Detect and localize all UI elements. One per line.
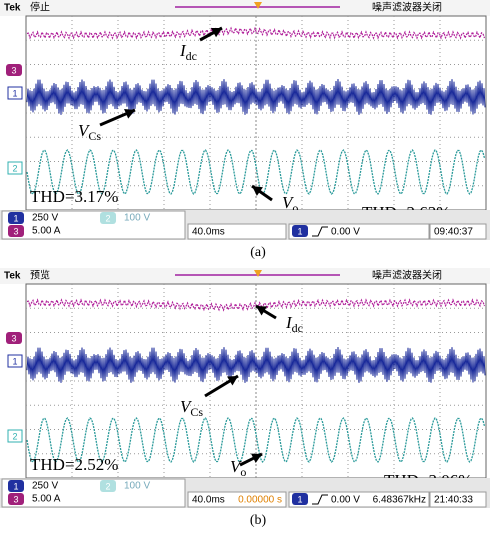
scale-box	[2, 479, 185, 507]
thd-left: THD=2.52%	[30, 455, 118, 474]
channel-number: 1	[13, 481, 18, 491]
ch2-scale: 100 V	[124, 481, 150, 492]
channel-number: 2	[105, 481, 110, 491]
vo-label-sub: o	[240, 465, 246, 479]
thd-left: THD=3.17%	[30, 187, 118, 206]
filter-status: 噪声滤波器关闭	[372, 1, 442, 14]
scale-box	[2, 211, 185, 239]
filter-status: 噪声滤波器关闭	[372, 269, 442, 282]
ch1-marker-text: 1	[12, 356, 17, 366]
clock: 09:40:37	[434, 227, 473, 238]
ch3-scale: 5.00 A	[32, 494, 61, 505]
idc-label-sub: dc	[292, 321, 303, 335]
timebase: 40.0ms	[192, 227, 225, 238]
vcs-label-sub: Cs	[88, 129, 101, 143]
clock: 21:40:33	[434, 495, 473, 506]
brand: Tek	[4, 3, 21, 14]
vcs-label-sub: Cs	[190, 405, 203, 419]
brand: Tek	[4, 271, 21, 282]
channel-number: 3	[11, 333, 16, 343]
ch1-scale: 250 V	[32, 481, 58, 492]
channel-number: 1	[297, 494, 302, 504]
channel-number: 3	[11, 65, 16, 75]
ch1-scale: 250 V	[32, 213, 58, 224]
scope-panel: Tek停止噪声滤波器关闭312IdcVCsVoTHD=3.17%THD=2.63…	[0, 0, 490, 260]
scope-panel: Tek预览噪声滤波器关闭312IdcVCsVoTHD=2.52%THD=3.06…	[0, 268, 490, 528]
ch3-scale: 5.00 A	[32, 226, 61, 237]
channel-number: 2	[105, 213, 110, 223]
ch2-marker-text: 2	[12, 163, 17, 173]
mode: 停止	[30, 1, 50, 14]
figure: Tek停止噪声滤波器关闭312IdcVCsVoTHD=3.17%THD=2.63…	[0, 0, 490, 540]
timebase: 40.0ms	[192, 495, 225, 506]
trigger-level: 0.00 V	[331, 495, 360, 506]
ch2-marker-text: 2	[12, 431, 17, 441]
ch2-scale: 100 V	[124, 213, 150, 224]
ch1-marker-text: 1	[12, 88, 17, 98]
caption: (b)	[250, 513, 267, 528]
mode: 预览	[30, 269, 50, 282]
trigger-level: 0.00 V	[331, 227, 360, 238]
caption: (a)	[250, 245, 266, 260]
channel-number: 3	[13, 226, 18, 236]
frequency: 6.48367kHz	[373, 495, 426, 506]
position: 0.00000 s	[238, 495, 282, 506]
channel-number: 3	[13, 494, 18, 504]
channel-number: 1	[13, 213, 18, 223]
channel-number: 1	[297, 226, 302, 236]
idc-label-sub: dc	[186, 49, 197, 63]
